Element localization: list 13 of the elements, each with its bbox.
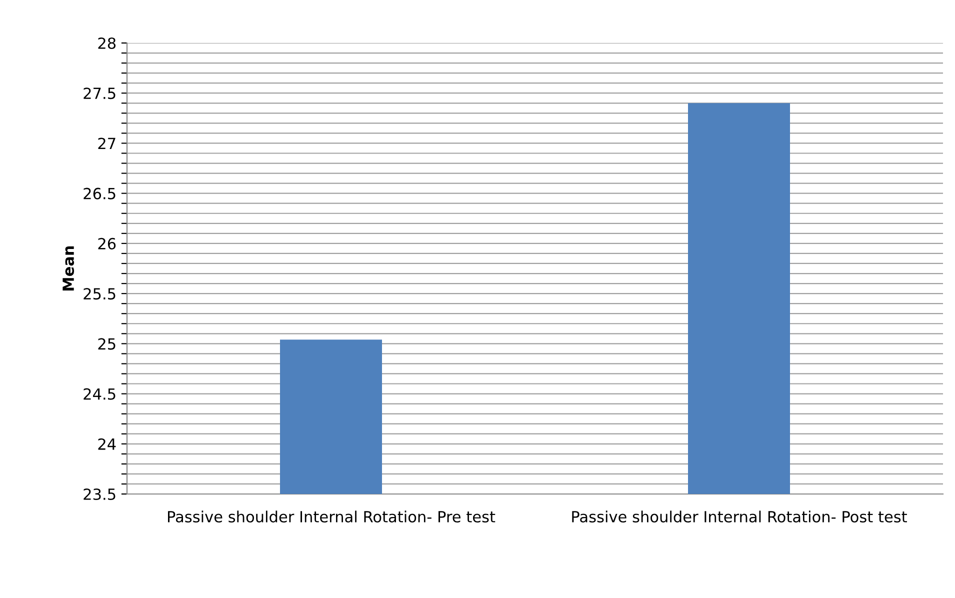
y-tick-label: 26 bbox=[98, 238, 116, 250]
y-tick-label: 23.5 bbox=[84, 488, 116, 500]
x-tick-label: Passive shoulder Internal Rotation- Post test bbox=[572, 510, 907, 522]
y-tick-label: 27 bbox=[98, 138, 116, 150]
y-tick-label: 24.5 bbox=[84, 388, 116, 400]
y-tick-label: 24 bbox=[98, 438, 116, 450]
y-axis-title: Mean bbox=[62, 246, 74, 290]
y-tick-label: 25.5 bbox=[84, 288, 116, 300]
y-tick-label: 25 bbox=[98, 338, 116, 350]
y-tick-label: 27.5 bbox=[84, 88, 116, 100]
x-tick-label: Passive shoulder Internal Rotation- Pre test bbox=[168, 510, 496, 522]
y-tick-label: 26.5 bbox=[84, 188, 116, 200]
y-tick-label: 28 bbox=[98, 37, 116, 50]
